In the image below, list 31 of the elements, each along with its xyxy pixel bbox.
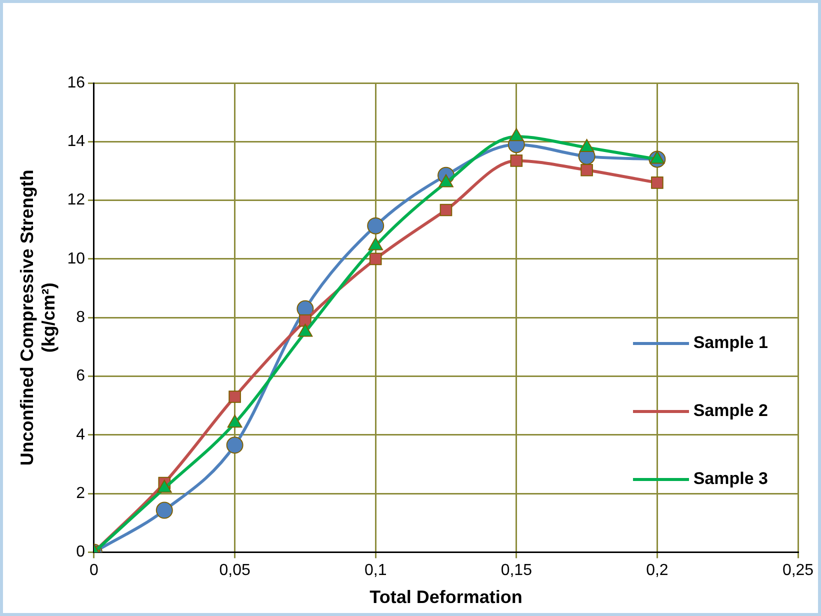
point <box>228 390 241 403</box>
y-axis-title: Unconfined Compressive Strength (kg/cm²) <box>16 170 58 466</box>
y-tick-label: 8 <box>76 309 86 326</box>
x-tick-label: 0,1 <box>364 562 387 580</box>
y-tick-label: 0 <box>76 544 86 561</box>
legend-label: Sample 1 <box>693 333 768 353</box>
y-tick-label: 14 <box>67 133 86 150</box>
y-tick-label: 2 <box>76 484 86 502</box>
x-tick-label: 0,15 <box>500 562 532 580</box>
point <box>299 314 312 327</box>
x-tick-label: 0,25 <box>782 562 814 580</box>
x-tick-label: 0,2 <box>646 562 668 580</box>
y-tick-label: 12 <box>67 192 86 209</box>
y-tick-label: 16 <box>67 74 86 92</box>
legend-label: Sample 3 <box>693 469 768 489</box>
legend-label: Sample 2 <box>693 401 768 421</box>
x-tick-label: 0,05 <box>219 562 250 580</box>
point <box>298 324 313 337</box>
point <box>367 217 384 234</box>
x-tick-label: 0 <box>90 562 99 580</box>
point <box>227 414 242 428</box>
y-tick-label: 6 <box>76 368 86 385</box>
point <box>580 164 593 176</box>
x-axis-title: Total Deformation <box>370 587 522 608</box>
point <box>651 176 664 189</box>
point <box>440 204 452 216</box>
point <box>156 480 172 493</box>
point <box>510 154 523 167</box>
point <box>369 252 382 266</box>
y-tick-label: 4 <box>76 426 86 444</box>
y-tick-label: 10 <box>67 250 86 268</box>
